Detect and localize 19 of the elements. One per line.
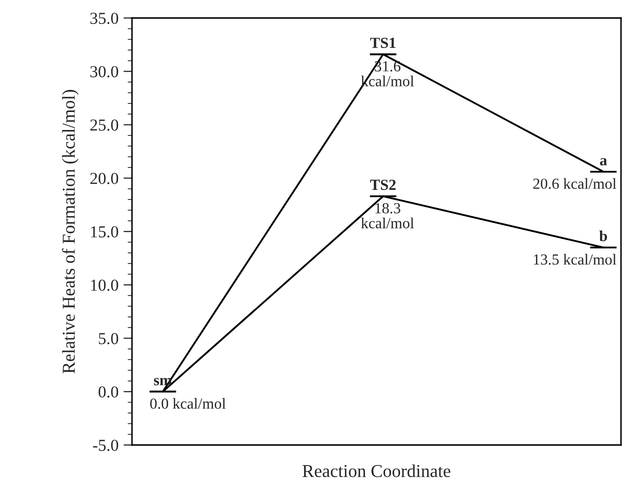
y-tick-label: -5.0: [93, 440, 118, 452]
y-tick-label: 15.0: [91, 226, 118, 238]
data-label: 0.0 kcal/mol: [150, 398, 226, 409]
data-label: 13.5 kcal/mol: [534, 254, 616, 265]
annotation: b: [599, 230, 608, 242]
y-axis-title: Relative Heats of Formation (kcal/mol): [62, 90, 79, 374]
data-label: 20.6 kcal/mol: [533, 178, 616, 189]
y-tick-label: 0.0: [98, 386, 118, 398]
y-tick-label: 5.0: [98, 332, 118, 344]
y-tick-label: 10.0: [91, 280, 118, 291]
y-tick-label: 20.0: [90, 172, 118, 184]
data-label: 18.3 kcal/mol: [361, 203, 414, 228]
y-tick-label: 25.0: [90, 119, 118, 131]
y-tick-label: 35.0: [90, 12, 118, 24]
annotation: TS1: [370, 38, 396, 48]
x-axis-title: Reaction Coordinate: [302, 464, 450, 478]
y-tick-label: 30.0: [90, 66, 118, 78]
annotation: TS2: [370, 180, 396, 190]
annotation: a: [600, 158, 607, 166]
